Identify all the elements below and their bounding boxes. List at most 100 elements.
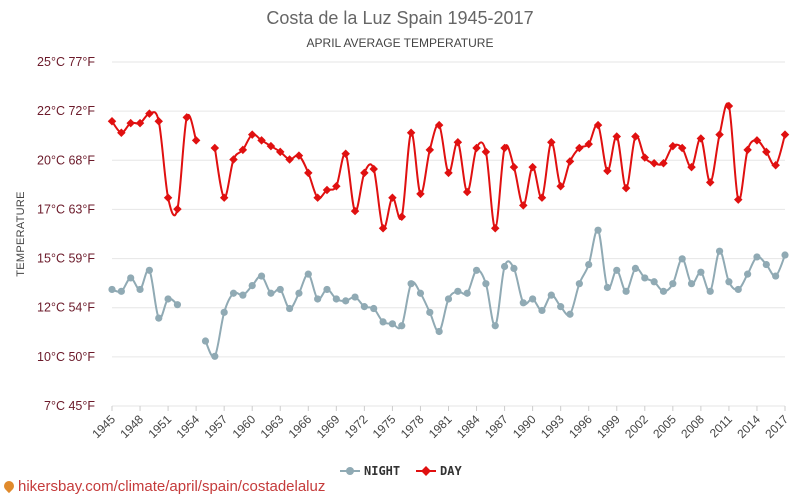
day-point[interactable]: [341, 149, 350, 158]
day-point[interactable]: [107, 117, 117, 126]
night-point[interactable]: [351, 293, 359, 301]
night-point[interactable]: [734, 285, 742, 294]
night-point[interactable]: [332, 295, 340, 303]
day-point[interactable]: [472, 143, 481, 153]
legend-item-day[interactable]: DAY: [416, 464, 462, 478]
night-point[interactable]: [631, 264, 640, 272]
day-point[interactable]: [444, 168, 453, 178]
night-point[interactable]: [603, 283, 612, 292]
night-point[interactable]: [145, 266, 153, 274]
night-point[interactable]: [538, 306, 546, 315]
day-point[interactable]: [621, 183, 631, 193]
night-point[interactable]: [239, 291, 247, 299]
night-point[interactable]: [435, 327, 443, 336]
day-point[interactable]: [304, 168, 313, 178]
day-point[interactable]: [154, 117, 163, 126]
night-point[interactable]: [201, 337, 210, 345]
night-point[interactable]: [715, 247, 724, 255]
night-point[interactable]: [248, 282, 256, 290]
day-point[interactable]: [145, 109, 154, 118]
night-point[interactable]: [762, 260, 770, 269]
night-point[interactable]: [257, 272, 266, 280]
night-point[interactable]: [155, 314, 163, 322]
source-link[interactable]: hikersbay.com/climate/april/spain/costad…: [1, 478, 325, 495]
day-point[interactable]: [322, 185, 332, 195]
night-point[interactable]: [117, 287, 125, 295]
day-point[interactable]: [117, 128, 126, 137]
night-point[interactable]: [510, 264, 518, 272]
day-point[interactable]: [313, 193, 322, 202]
night-point[interactable]: [426, 308, 434, 316]
day-point[interactable]: [528, 162, 537, 172]
night-point[interactable]: [659, 287, 668, 295]
day-point[interactable]: [603, 166, 612, 176]
day-point[interactable]: [397, 212, 407, 222]
day-point[interactable]: [229, 155, 238, 164]
day-point[interactable]: [294, 151, 304, 160]
day-point[interactable]: [219, 193, 229, 202]
day-point[interactable]: [500, 143, 509, 153]
day-point[interactable]: [238, 145, 248, 155]
night-point[interactable]: [407, 280, 415, 288]
day-point[interactable]: [565, 157, 575, 166]
night-point[interactable]: [323, 285, 331, 294]
night-point[interactable]: [454, 287, 462, 295]
night-point[interactable]: [482, 280, 490, 288]
night-point[interactable]: [304, 270, 312, 278]
night-point[interactable]: [276, 285, 284, 294]
day-point[interactable]: [724, 101, 734, 111]
day-point[interactable]: [285, 155, 294, 164]
night-point[interactable]: [613, 266, 621, 274]
night-point[interactable]: [127, 274, 135, 282]
night-point[interactable]: [173, 301, 182, 309]
night-point[interactable]: [650, 278, 658, 286]
night-point[interactable]: [463, 289, 471, 297]
night-point[interactable]: [164, 295, 172, 303]
night-point[interactable]: [687, 280, 696, 288]
night-point[interactable]: [229, 289, 238, 297]
day-point[interactable]: [406, 128, 416, 137]
night-point[interactable]: [500, 262, 509, 271]
legend[interactable]: NIGHT DAY: [340, 464, 462, 478]
day-point[interactable]: [434, 120, 444, 130]
night-point[interactable]: [136, 285, 144, 294]
day-point[interactable]: [743, 145, 752, 155]
day-point[interactable]: [247, 130, 257, 139]
night-point[interactable]: [669, 280, 677, 288]
legend-item-night[interactable]: NIGHT: [340, 464, 400, 478]
night-point[interactable]: [725, 278, 733, 286]
day-point[interactable]: [369, 164, 378, 174]
day-point[interactable]: [378, 224, 388, 233]
day-point[interactable]: [163, 193, 173, 202]
day-point[interactable]: [276, 147, 285, 157]
day-point[interactable]: [191, 136, 201, 145]
night-point[interactable]: [267, 289, 275, 297]
day-point[interactable]: [266, 141, 276, 151]
night-point[interactable]: [697, 268, 705, 276]
night-point[interactable]: [557, 303, 565, 311]
day-point[interactable]: [416, 189, 425, 199]
night-point[interactable]: [211, 352, 219, 360]
night-point[interactable]: [706, 287, 714, 295]
day-point[interactable]: [182, 113, 192, 122]
day-point[interactable]: [425, 145, 435, 155]
night-point[interactable]: [220, 308, 228, 316]
day-point[interactable]: [388, 193, 397, 202]
night-point[interactable]: [566, 310, 574, 318]
night-point[interactable]: [529, 295, 537, 303]
night-point[interactable]: [444, 295, 453, 303]
night-point[interactable]: [388, 320, 397, 328]
night-point[interactable]: [360, 303, 368, 311]
day-point[interactable]: [350, 206, 360, 216]
day-point[interactable]: [332, 181, 341, 191]
night-point[interactable]: [744, 270, 752, 278]
day-point[interactable]: [135, 118, 145, 128]
night-point[interactable]: [594, 226, 602, 234]
day-point[interactable]: [509, 162, 519, 172]
night-point[interactable]: [772, 272, 780, 280]
day-point[interactable]: [519, 201, 528, 210]
night-point[interactable]: [753, 253, 761, 261]
night-point[interactable]: [678, 255, 686, 263]
night-point[interactable]: [285, 304, 294, 313]
day-point[interactable]: [547, 138, 556, 147]
